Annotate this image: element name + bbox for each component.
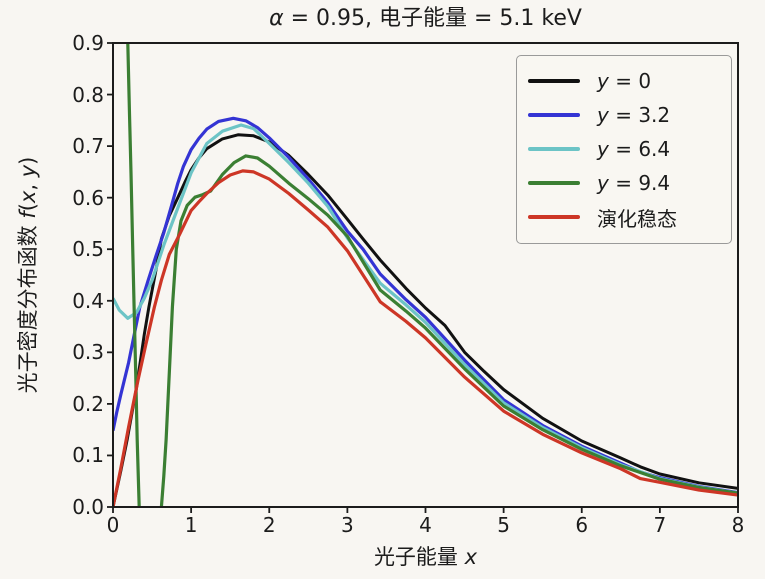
x-axis-label: 光子能量 x xyxy=(373,545,478,569)
y-tick-label: 0.9 xyxy=(72,31,104,55)
x-tick-label: 6 xyxy=(575,513,589,537)
legend-box: y = 0 y = 3.2 y = 6.4 y = 9.4 演化稳态 xyxy=(516,55,732,244)
y-tick-label: 0.5 xyxy=(72,237,104,262)
legend-label: y = 3.2 xyxy=(597,103,671,127)
x-tick-label: 0 xyxy=(106,513,120,537)
legend-label: y = 6.4 xyxy=(597,137,671,161)
chart-title: α = 0.95, 电子能量 = 5.1 keV xyxy=(269,6,582,31)
legend-item-0: y = 0 xyxy=(517,64,731,98)
series-line-3 xyxy=(126,43,738,507)
legend-label: 演化稳态 xyxy=(597,206,677,231)
axes-spines xyxy=(112,42,739,508)
series-line-1 xyxy=(113,116,738,495)
x-tick-label: 4 xyxy=(419,513,432,537)
series-line-2 xyxy=(113,123,738,495)
x-tick-label: 7 xyxy=(653,513,667,537)
y-tick-label: 0.3 xyxy=(72,340,104,365)
legend-line-swatch xyxy=(528,113,580,117)
legend-item-4: 演化稳态 xyxy=(517,200,731,234)
series-line-4 xyxy=(113,169,738,507)
y-tick-label: 0.1 xyxy=(72,443,104,468)
legend-line-swatch xyxy=(528,181,580,185)
y-tick-label: 0.4 xyxy=(72,288,104,313)
legend-item-3: y = 9.4 xyxy=(517,166,731,200)
legend-line-swatch xyxy=(528,215,580,219)
y-tick-label: 0.7 xyxy=(72,134,104,159)
x-tick-label: 1 xyxy=(184,513,198,537)
x-tick-label: 5 xyxy=(497,513,510,537)
legend-line-swatch xyxy=(528,79,580,83)
x-tick-label: 3 xyxy=(341,513,354,537)
legend-label: y = 9.4 xyxy=(597,171,671,195)
x-tick-label: 2 xyxy=(262,513,276,537)
y-tick-label: 0.2 xyxy=(72,391,104,416)
legend-item-1: y = 3.2 xyxy=(517,98,731,132)
y-tick-label: 0.8 xyxy=(72,82,104,107)
y-tick-label: 0.0 xyxy=(72,495,104,519)
legend-label: y = 0 xyxy=(597,69,652,93)
x-tick-label: 8 xyxy=(731,513,745,537)
legend-item-2: y = 6.4 xyxy=(517,132,731,166)
y-tick-label: 0.6 xyxy=(72,185,104,210)
legend-line-swatch xyxy=(528,147,580,151)
